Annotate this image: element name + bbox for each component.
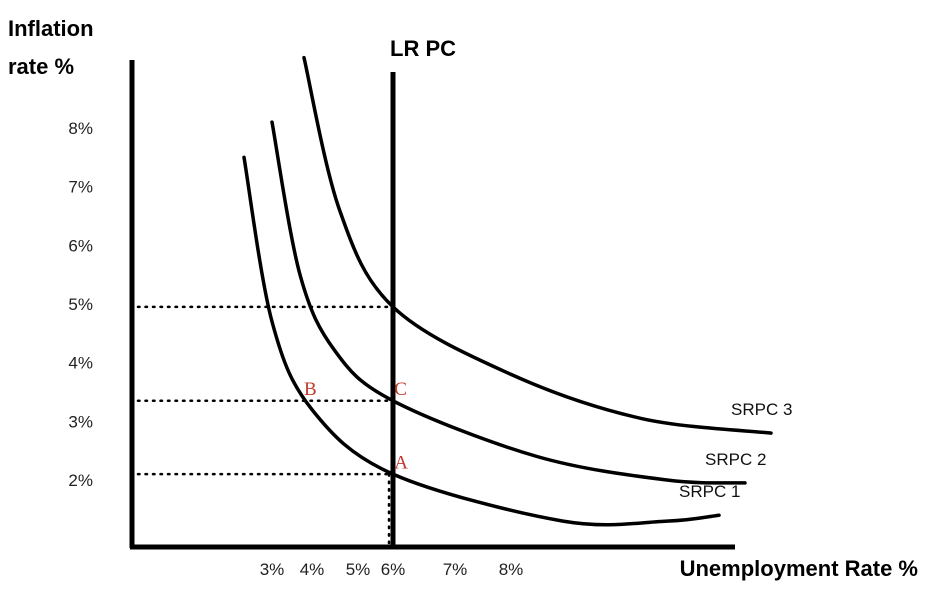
srpc-curves: [242, 55, 773, 527]
y-tick-label: 8%: [68, 119, 93, 138]
y-tick-label: 3%: [68, 412, 93, 431]
point-label-c: C: [394, 379, 407, 400]
x-tick-label: 4%: [300, 560, 325, 579]
point-label-a: A: [394, 452, 408, 473]
srpc-1-label: SRPC 1: [679, 482, 740, 501]
y-tick-label: 7%: [68, 178, 93, 197]
point-label-b: B: [304, 379, 317, 400]
point-annotations: B C A: [304, 379, 408, 473]
srpc-2-label: SRPC 2: [705, 450, 766, 469]
x-tick-label: 3%: [260, 560, 285, 579]
x-tick-label: 7%: [443, 560, 468, 579]
x-tick-label: 6%: [381, 560, 406, 579]
x-axis-title: Unemployment Rate %: [680, 556, 918, 581]
y-tick-label: 2%: [68, 471, 93, 490]
x-tick-label: 8%: [499, 560, 524, 579]
x-tick-label: 5%: [346, 560, 371, 579]
curve-labels: SRPC 1 SRPC 2 SRPC 3: [679, 400, 792, 501]
lrpc-label: LR PC: [390, 36, 456, 61]
y-axis-title-line2: rate %: [8, 54, 74, 79]
srpc-2-curve: [270, 120, 747, 485]
y-tick-label: 4%: [68, 354, 93, 373]
srpc-1-curve: [242, 155, 721, 527]
y-tick-label: 6%: [68, 236, 93, 255]
srpc-3-curve: [302, 55, 773, 435]
y-axis-title-line1: Inflation: [8, 16, 94, 41]
y-tick-label: 5%: [68, 295, 93, 314]
y-tick-labels: 2% 3% 4% 5% 6% 7% 8%: [68, 119, 93, 490]
x-tick-labels: 3% 4% 5% 6% 7% 8%: [260, 560, 524, 579]
reference-lines: [136, 305, 391, 545]
srpc-3-label: SRPC 3: [731, 400, 792, 419]
